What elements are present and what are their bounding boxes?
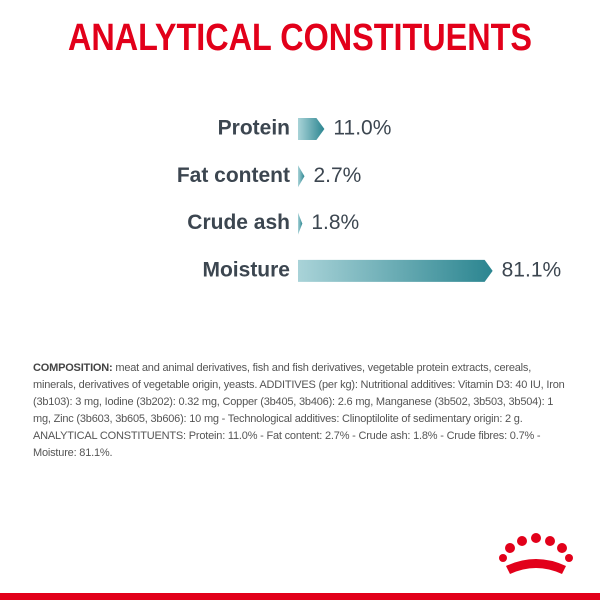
chart-title: ANALYTICAL CONSTITUENTS (68, 17, 532, 59)
bar (298, 259, 493, 282)
value-label: 1.8% (311, 211, 359, 234)
value-label: 11.0% (333, 117, 391, 140)
category-label: Crude ash (187, 211, 290, 234)
composition: COMPOSITION: meat and animal derivatives… (33, 360, 573, 462)
category-label: Fat content (177, 164, 290, 187)
value-label: 2.7% (313, 164, 361, 187)
bar (298, 118, 325, 140)
footer-band (0, 593, 600, 600)
bar (298, 212, 303, 235)
logo (499, 533, 573, 574)
bar (298, 165, 305, 188)
value-label: 81.1% (502, 258, 562, 281)
composition-text: meat and animal derivatives, fish and fi… (33, 362, 565, 459)
category-label: Protein (218, 117, 290, 140)
category-label: Moisture (202, 258, 290, 281)
composition-label: COMPOSITION: (33, 362, 113, 374)
